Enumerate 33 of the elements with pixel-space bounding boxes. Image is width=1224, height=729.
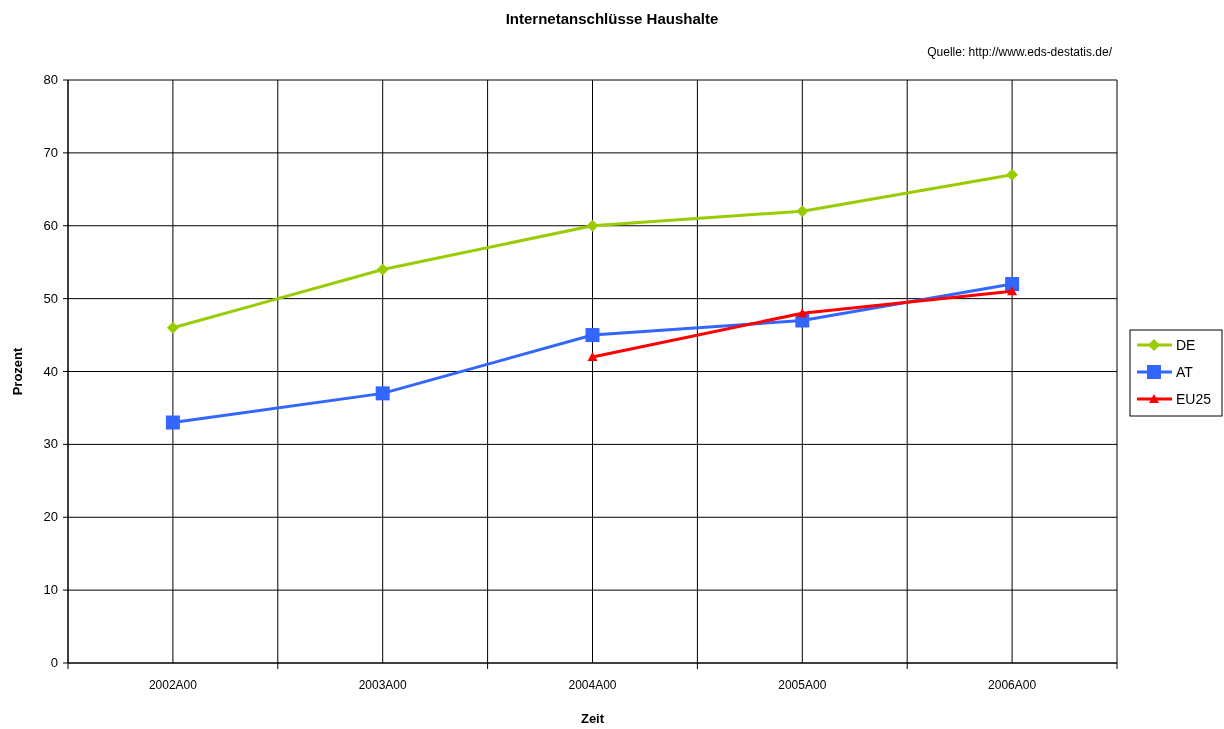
- point: [797, 308, 808, 318]
- y-axis-title: Prozent: [10, 346, 25, 396]
- x-tick-label: 2005A00: [778, 678, 827, 692]
- y-tick-label: 60: [43, 217, 58, 233]
- x-tick-label: 2006A00: [988, 678, 1037, 692]
- x-axis-title: Zeit: [580, 711, 605, 726]
- y-tick-label: 40: [43, 363, 58, 379]
- point: [375, 386, 390, 401]
- legend-label: EU25: [1176, 391, 1212, 407]
- legend-label: DE: [1176, 337, 1196, 353]
- point: [796, 205, 809, 218]
- x-tick-label: 2004A00: [568, 678, 617, 692]
- point: [585, 328, 600, 343]
- y-tick-label: 80: [43, 72, 58, 87]
- y-tick-label: 20: [43, 509, 58, 525]
- point: [166, 321, 179, 334]
- point: [587, 351, 598, 361]
- point: [1007, 286, 1018, 296]
- y-tick-label: 10: [43, 582, 58, 598]
- point: [165, 415, 180, 430]
- x-tick-label: 2002A00: [148, 678, 198, 692]
- source-note: Quelle: http://www.eds-destatis.de/: [927, 45, 1113, 59]
- x-tick-label: 2003A00: [358, 678, 408, 692]
- point: [586, 219, 599, 232]
- y-tick-label: 30: [43, 436, 58, 452]
- point: [376, 263, 389, 276]
- y-tick-label: 50: [43, 290, 58, 306]
- y-tick-label: 70: [43, 144, 58, 160]
- y-tick-label: 0: [50, 655, 58, 670]
- chart-title: Internetanschlüsse Haushalte: [505, 10, 719, 27]
- point: [1006, 168, 1019, 181]
- point: [1005, 277, 1020, 292]
- legend-label: AT: [1176, 364, 1194, 380]
